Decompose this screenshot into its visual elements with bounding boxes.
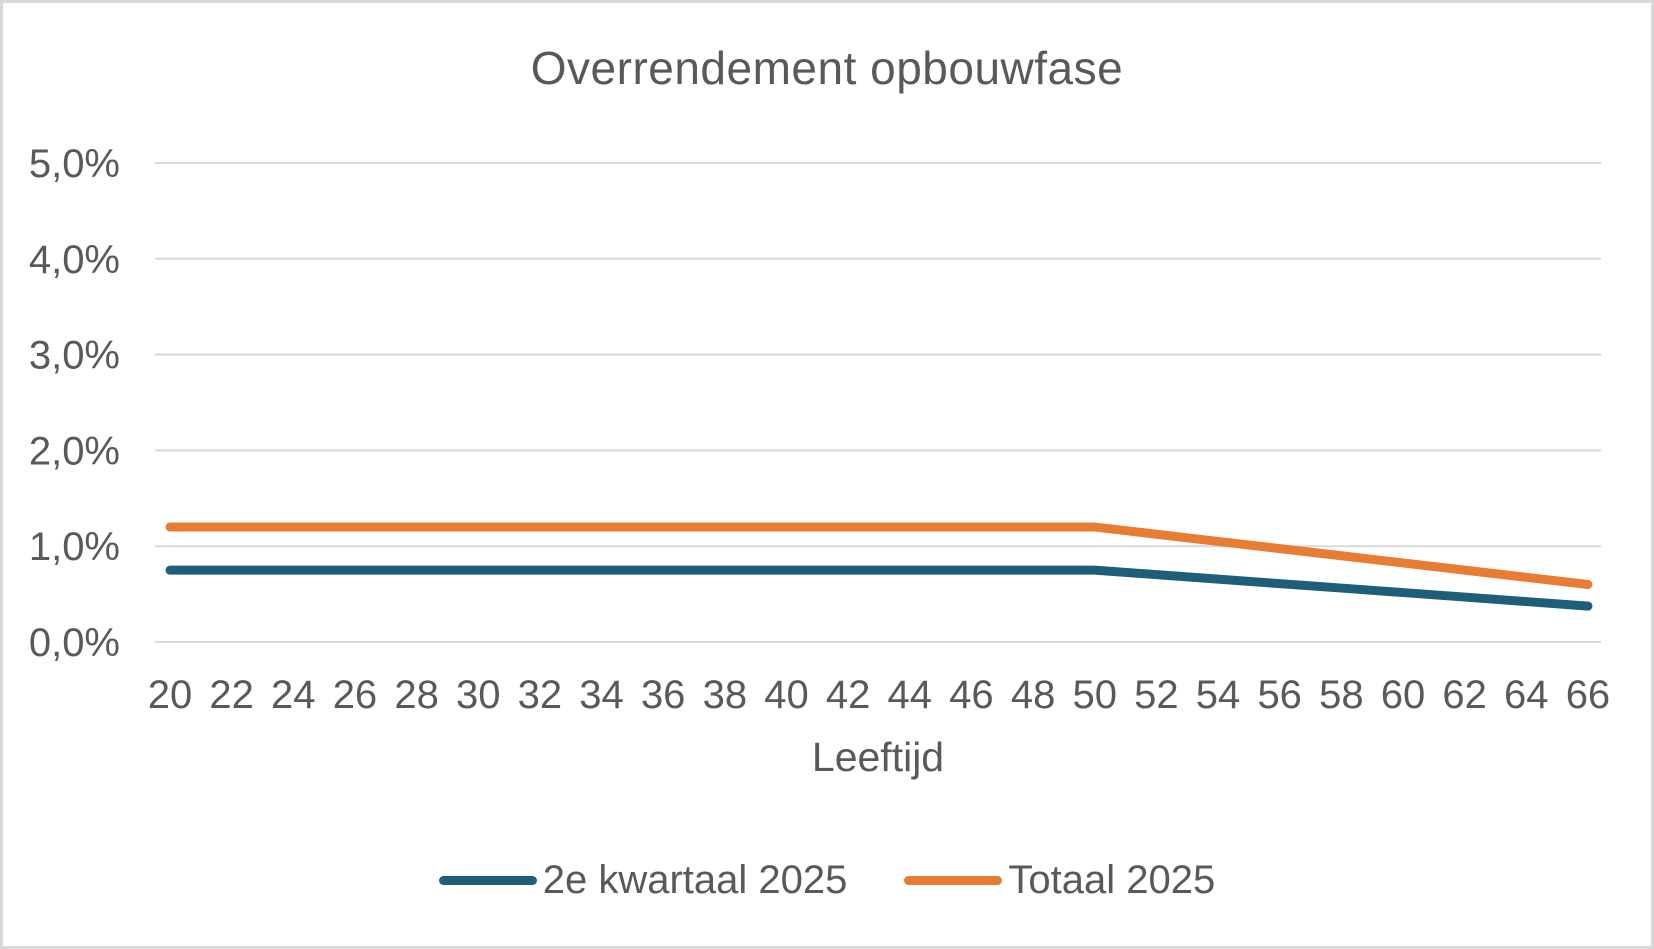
chart-title: Overrendement opbouwfase — [530, 42, 1124, 94]
x-tick-label: 24 — [271, 673, 316, 717]
x-tick-label: 54 — [1196, 673, 1241, 717]
x-tick-label: 64 — [1504, 673, 1549, 717]
legend-label: 2e kwartaal 2025 — [542, 858, 848, 902]
legend-label: Totaal 2025 — [1008, 858, 1216, 902]
x-tick-label: 28 — [394, 673, 439, 717]
x-tick-label: 42 — [826, 673, 871, 717]
x-tick-label: 30 — [456, 673, 501, 717]
x-tick-label: 32 — [518, 673, 563, 717]
y-tick-label: 1,0% — [29, 525, 120, 569]
x-tick-label: 50 — [1073, 673, 1118, 717]
plot-area: 0,0% 1,0% 2,0% 3,0% 4,0% 5,0% 20 22 24 26 28 30 32 34… — [29, 142, 1611, 717]
x-tick-label: 40 — [764, 673, 809, 717]
x-tick-label: 38 — [703, 673, 748, 717]
legend: 2e kwartaal 2025 Totaal 2025 — [3, 858, 1651, 903]
series-line-1 — [165, 522, 1593, 590]
x-axis-title: Leeftijd — [811, 734, 945, 780]
y-tick-label: 3,0% — [29, 334, 120, 378]
x-tick-label: 36 — [641, 673, 686, 717]
y-tick-label: 2,0% — [29, 429, 120, 473]
x-tick-label: 22 — [209, 673, 254, 717]
legend-swatch-blue-line-icon — [438, 876, 537, 885]
x-tick-label: 58 — [1319, 673, 1364, 717]
x-tick-label: 60 — [1381, 673, 1426, 717]
x-tick-label: 46 — [949, 673, 994, 717]
x-tick-label: 26 — [333, 673, 378, 717]
y-tick-label: 4,0% — [29, 238, 120, 282]
x-tick-label: 20 — [148, 673, 193, 717]
legend-item-totaal: Totaal 2025 — [904, 858, 1215, 903]
legend-item-2e-kwartaal: 2e kwartaal 2025 — [438, 858, 848, 903]
y-tick-label: 0,0% — [29, 621, 120, 665]
series-line-0 — [165, 565, 1593, 611]
x-tick-label: 48 — [1011, 673, 1056, 717]
x-tick-label: 66 — [1566, 673, 1611, 717]
y-tick-label: 5,0% — [29, 142, 120, 186]
x-tick-label: 56 — [1257, 673, 1302, 717]
x-tick-label: 34 — [579, 673, 624, 717]
x-tick-label: 52 — [1134, 673, 1179, 717]
x-tick-label: 44 — [888, 673, 933, 717]
legend-swatch-orange-line-icon — [904, 876, 1003, 885]
x-tick-label: 62 — [1442, 673, 1487, 717]
